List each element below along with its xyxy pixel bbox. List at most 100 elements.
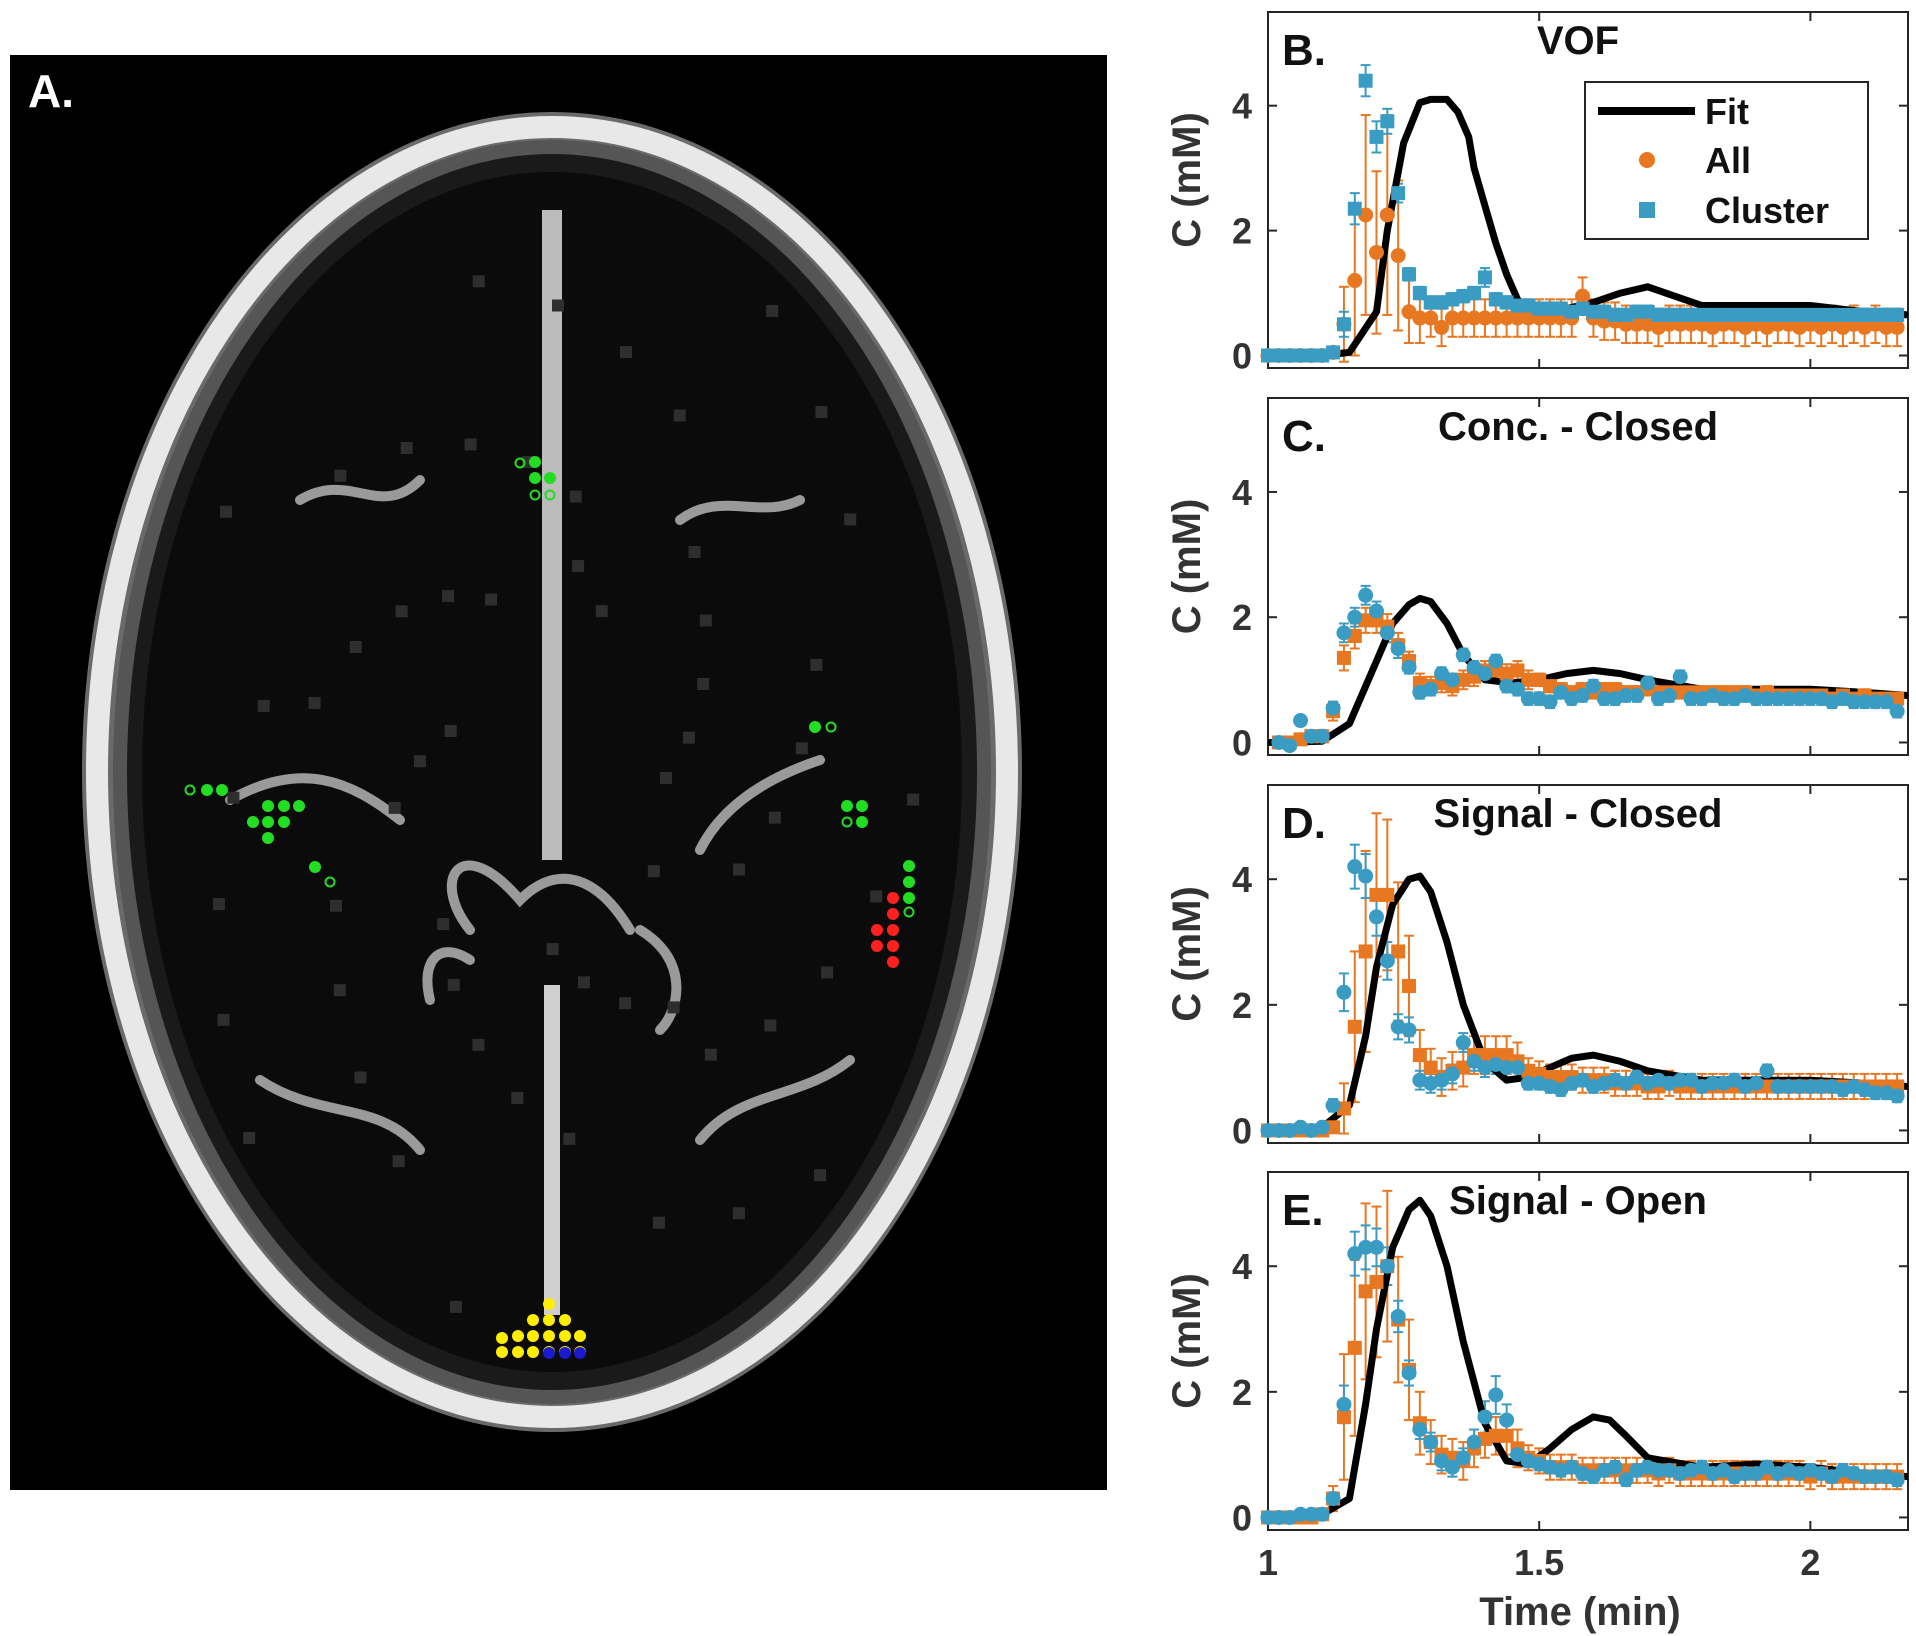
tissue-texture (821, 966, 834, 979)
data-point (1358, 587, 1374, 603)
panel-title: VOF (1537, 19, 1619, 63)
panel-label: D. (1282, 799, 1326, 848)
data-point (1271, 1509, 1287, 1525)
data-point (1423, 310, 1439, 326)
data-point (1867, 694, 1883, 710)
data-point (1456, 1060, 1471, 1075)
data-point (1293, 713, 1309, 729)
tissue-texture (485, 593, 498, 606)
data-point (1455, 1450, 1471, 1466)
tissue-texture (810, 658, 823, 671)
data-point (1423, 295, 1438, 310)
data-point (1369, 887, 1384, 902)
data-point (1488, 653, 1504, 669)
tissue-texture (437, 918, 450, 931)
tissue-texture (329, 899, 342, 912)
tissue-texture (688, 546, 701, 559)
region-marker (856, 816, 868, 828)
data-point (1802, 1078, 1818, 1094)
data-point (1326, 345, 1341, 360)
data-point (1683, 691, 1699, 707)
data-point (1412, 310, 1428, 326)
tissue-texture (333, 984, 346, 997)
data-point (1325, 1097, 1341, 1113)
region-marker (527, 1346, 539, 1358)
data-point (1271, 348, 1286, 363)
data-point (1694, 1459, 1710, 1475)
data-point (1314, 1119, 1330, 1135)
data-point (1358, 1239, 1374, 1255)
data-point (1705, 307, 1720, 322)
chart-panel: 0 2 4 1 1.5 2 C (mM) E. Signal - Open (1165, 1171, 1909, 1583)
region-marker (841, 800, 853, 812)
x-tick-label: 1 (1258, 1542, 1278, 1583)
tissue-texture (243, 1131, 256, 1144)
tissue-texture (569, 490, 582, 503)
data-point (1347, 273, 1363, 289)
region-marker (809, 721, 821, 733)
y-tick-label: 0 (1232, 336, 1252, 377)
data-point (1770, 691, 1786, 707)
panel-a-label: A. (28, 65, 74, 117)
data-point (1358, 207, 1374, 223)
data-point (1434, 295, 1449, 310)
data-point (1716, 691, 1732, 707)
data-point (1585, 1469, 1601, 1485)
data-point (1423, 1434, 1439, 1450)
data-point (1586, 304, 1601, 319)
data-point (1629, 688, 1645, 703)
tissue-texture (682, 731, 695, 744)
vessel-structure (675, 495, 805, 525)
data-point (1803, 307, 1818, 322)
data-point (1401, 304, 1417, 320)
data-point (1379, 1258, 1395, 1274)
data-point (1509, 1447, 1525, 1463)
data-point (1456, 289, 1471, 304)
data-point (1336, 650, 1351, 665)
legend-entry-label: Cluster (1705, 190, 1829, 231)
tissue-texture (572, 560, 585, 573)
data-point (1792, 691, 1808, 707)
vessel-structure (422, 947, 475, 1005)
data-point (1575, 288, 1591, 304)
vessel-structure (446, 860, 635, 935)
data-point (1846, 307, 1861, 322)
region-marker (887, 908, 899, 920)
data-point (1336, 1409, 1351, 1424)
data-point (1662, 307, 1677, 322)
region-marker (544, 472, 556, 484)
data-point (1368, 603, 1384, 619)
region-marker (887, 940, 899, 952)
data-point (1608, 307, 1623, 322)
region-marker (527, 1330, 539, 1342)
data-point (1651, 1462, 1667, 1478)
data-point (1878, 319, 1894, 335)
y-axis-label: C (mM) (1165, 112, 1209, 248)
region-marker (262, 800, 274, 812)
panel-title: Conc. - Closed (1438, 405, 1718, 449)
region-marker (201, 784, 213, 796)
data-point (1532, 672, 1547, 687)
region-marker (512, 1346, 524, 1358)
region-marker (903, 860, 915, 872)
data-point (1673, 307, 1688, 322)
region-marker (887, 892, 899, 904)
data-point (1488, 310, 1504, 326)
y-tick-label: 4 (1232, 472, 1252, 513)
data-point (1564, 304, 1579, 319)
data-point (1510, 298, 1525, 313)
tissue-texture (447, 978, 460, 991)
region-marker (544, 489, 556, 501)
data-point (1358, 73, 1373, 88)
tissue-texture (400, 442, 413, 455)
data-point (1520, 310, 1536, 326)
y-axis-label: C (mM) (1165, 499, 1209, 635)
tissue-texture (444, 725, 457, 738)
data-point (1564, 1459, 1580, 1475)
data-point (1455, 647, 1471, 663)
data-point (1477, 270, 1492, 285)
data-point (1499, 1428, 1514, 1443)
chart-panel: 0 2 4 C (mM) D. Signal - Closed (1165, 784, 1909, 1151)
data-point (1532, 301, 1547, 316)
